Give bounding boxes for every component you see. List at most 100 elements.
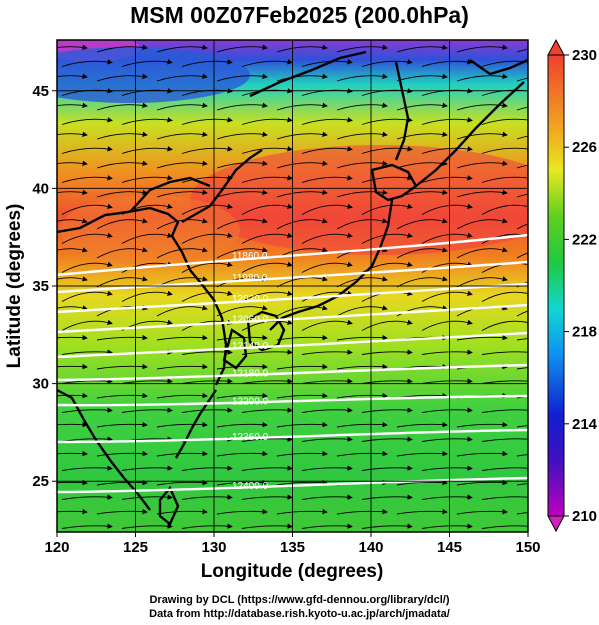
streamline [301, 203, 353, 215]
streamline [301, 232, 353, 244]
streamline [57, 392, 88, 399]
streamline [361, 523, 413, 529]
streamline [336, 305, 388, 317]
streamline [156, 44, 208, 53]
y-axis-ticks: 25 30 35 40 45 [32, 83, 57, 490]
streamline [361, 232, 413, 244]
colorbar-bar [547, 54, 565, 517]
streamline [216, 131, 268, 140]
streamline [96, 450, 148, 457]
y-axis-label: Latitude (degrees) [4, 204, 25, 369]
streamline [216, 363, 268, 370]
streamline [421, 436, 473, 442]
streamline [516, 135, 528, 140]
streamline [421, 146, 473, 154]
streamline [396, 247, 448, 259]
streamline [336, 189, 388, 198]
streamline [421, 378, 473, 384]
streamline [276, 160, 328, 169]
streamline [121, 290, 173, 302]
streamline [57, 508, 88, 515]
streamline [96, 102, 148, 111]
streamline [61, 319, 113, 331]
y-tick-label: 40 [32, 180, 49, 197]
streamline [181, 203, 233, 215]
streamline [121, 465, 173, 471]
streamline [216, 392, 268, 399]
data-credit: Data from http://database.rish.kyoto-u.a… [149, 608, 450, 620]
contour-label: 12060.0 [232, 315, 269, 326]
streamline [421, 261, 473, 273]
streamline [61, 59, 113, 67]
coastlines [57, 50, 528, 526]
streamline [516, 483, 528, 486]
streamline [156, 160, 208, 169]
streamline [361, 436, 413, 442]
streamline [516, 48, 528, 53]
streamline [121, 378, 173, 384]
streamline [456, 450, 508, 457]
streamline [516, 512, 528, 515]
streamline [61, 146, 113, 154]
streamline [241, 117, 293, 125]
streamline [396, 102, 448, 111]
streamline [121, 494, 173, 500]
coastline-segment [129, 176, 211, 213]
streamline [516, 425, 528, 428]
streamline [516, 310, 528, 317]
y-tick-label: 35 [32, 278, 49, 295]
streamline [516, 367, 528, 370]
streamline [301, 319, 353, 331]
colorbar-tick-label: 218 [572, 324, 597, 341]
streamline [336, 218, 388, 230]
streamline [396, 421, 448, 428]
streamline [121, 232, 173, 244]
streamline [216, 479, 268, 486]
contour-label: 11860.0 [232, 251, 268, 262]
streamline [301, 378, 353, 384]
streamline [61, 261, 113, 273]
contour-label: 12200.0 [232, 397, 269, 408]
contour-label: 12180.0 [232, 369, 269, 380]
streamline [276, 421, 328, 428]
streamline [156, 305, 208, 317]
streamline [57, 218, 88, 224]
streamline [396, 131, 448, 140]
streamline [96, 218, 148, 230]
streamline [241, 465, 293, 471]
streamline [241, 175, 293, 183]
x-tick-label: 120 [44, 539, 69, 556]
coastline-segment [246, 310, 286, 352]
streamline [516, 77, 528, 82]
streamline [156, 189, 208, 198]
streamline [396, 218, 448, 230]
streamline [396, 479, 448, 486]
streamline [421, 494, 473, 500]
streamline [241, 319, 293, 331]
coastline-segment [269, 199, 394, 331]
coastline-segment [181, 149, 263, 224]
x-axis-ticks: 120 125 130 135 140 145 150 [44, 532, 541, 556]
streamline [421, 407, 473, 413]
streamline [57, 334, 88, 341]
streamline [336, 363, 388, 370]
streamline [301, 59, 353, 67]
colorbar-top-triangle [547, 38, 565, 56]
streamline [121, 59, 173, 67]
streamline [61, 465, 113, 471]
contour-label: 12140.0 [232, 341, 269, 352]
streamline [396, 276, 448, 288]
contour-label: 11980.0 [232, 273, 268, 284]
streamline [301, 494, 353, 500]
streamline [276, 508, 328, 515]
streamline [456, 160, 508, 169]
streamline [121, 146, 173, 154]
streamline [156, 131, 208, 140]
colorbar-ticks: 230 226 222 218 214 210 [564, 47, 598, 525]
x-tick-label: 150 [515, 539, 540, 556]
streamline [361, 175, 413, 183]
streamline [241, 523, 293, 529]
streamline [61, 175, 113, 183]
streamline [421, 523, 473, 529]
